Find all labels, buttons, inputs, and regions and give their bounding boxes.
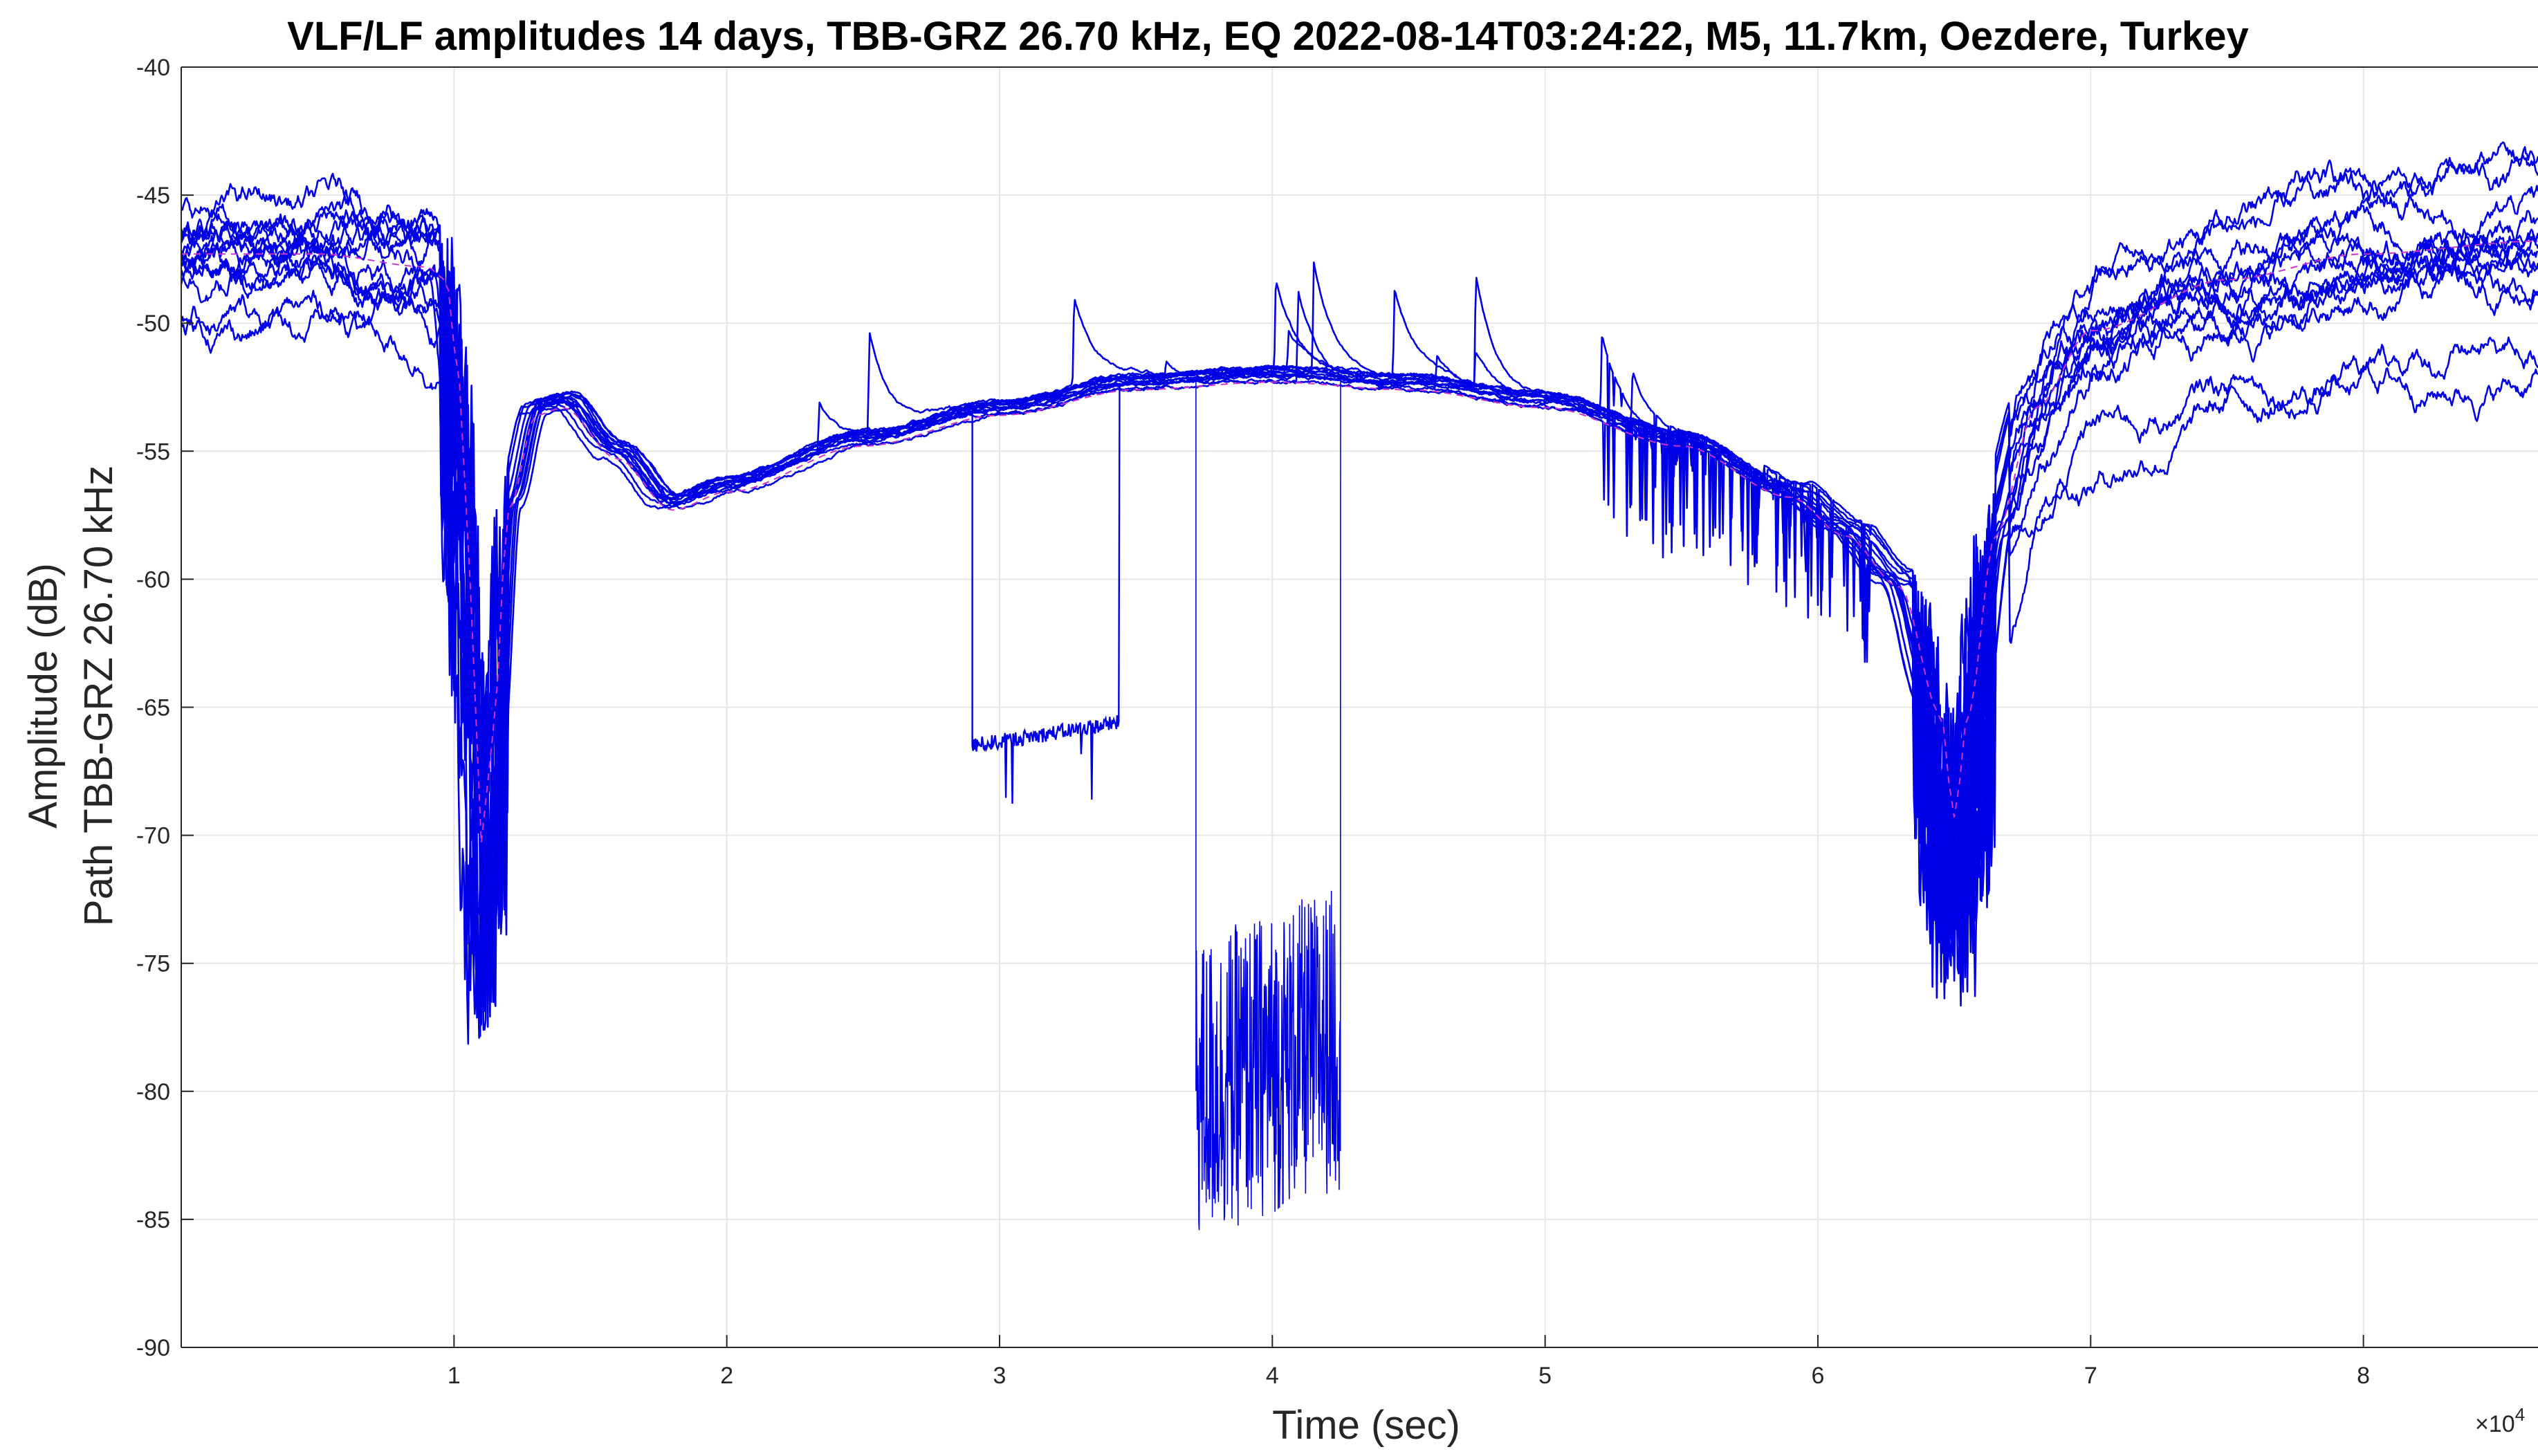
day-series-line	[180, 294, 2538, 1039]
mean-series-line	[181, 240, 2538, 843]
x-multiplier-exponent: 4	[2515, 1404, 2525, 1425]
dropout-noise-line	[1195, 378, 1341, 1231]
y-tick-label: -40	[136, 55, 170, 81]
y-axis-label-line1: Amplitude (dB)	[21, 563, 66, 829]
chart-title: VLF/LF amplitudes 14 days, TBB-GRZ 26.70…	[287, 14, 2249, 59]
x-multiplier-base: ×10	[2475, 1411, 2515, 1437]
y-tick-label: -80	[136, 1079, 170, 1105]
x-tick-label: 5	[1538, 1363, 1552, 1389]
day-series-line	[180, 185, 2538, 1038]
day-series-line	[180, 234, 2538, 993]
y-tick-label: -70	[136, 823, 170, 849]
y-tick-label: -75	[136, 951, 170, 977]
y-tick-label: -90	[136, 1335, 170, 1361]
y-tick-label: -50	[136, 311, 170, 337]
y-tick-label: -85	[136, 1207, 170, 1233]
y-tick-label: -45	[136, 183, 170, 209]
day-series-line	[180, 216, 2538, 1031]
x-tick-label: 2	[720, 1363, 733, 1389]
y-axis-label-line2: Path TBB-GRZ 26.70 kHz	[76, 466, 121, 926]
x-tick-label: 7	[2084, 1363, 2097, 1389]
x-tick-label: 1	[448, 1363, 461, 1389]
dropout-segment-line	[971, 383, 1121, 804]
y-tick-label: -65	[136, 695, 170, 721]
x-tick-label: 3	[993, 1363, 1006, 1389]
x-multiplier-label: ×104	[2475, 1404, 2525, 1437]
day-series-line	[181, 234, 2538, 1045]
x-axis-label: Time (sec)	[1272, 1403, 1460, 1448]
plot-area: 1 2 3 4 5 6 7 8 -90 -85 -80 -75 -70 -65 -60 -55 -50 -45 -4…	[136, 55, 2538, 1389]
x-tick-label: 4	[1266, 1363, 1279, 1389]
day-series-line	[180, 228, 2538, 1003]
x-tick-label: 6	[1812, 1363, 1825, 1389]
x-tick-label: 8	[2357, 1363, 2370, 1389]
y-tick-label: -55	[136, 439, 170, 465]
y-tick-label: -60	[136, 566, 170, 593]
day-series-line	[180, 210, 2538, 999]
